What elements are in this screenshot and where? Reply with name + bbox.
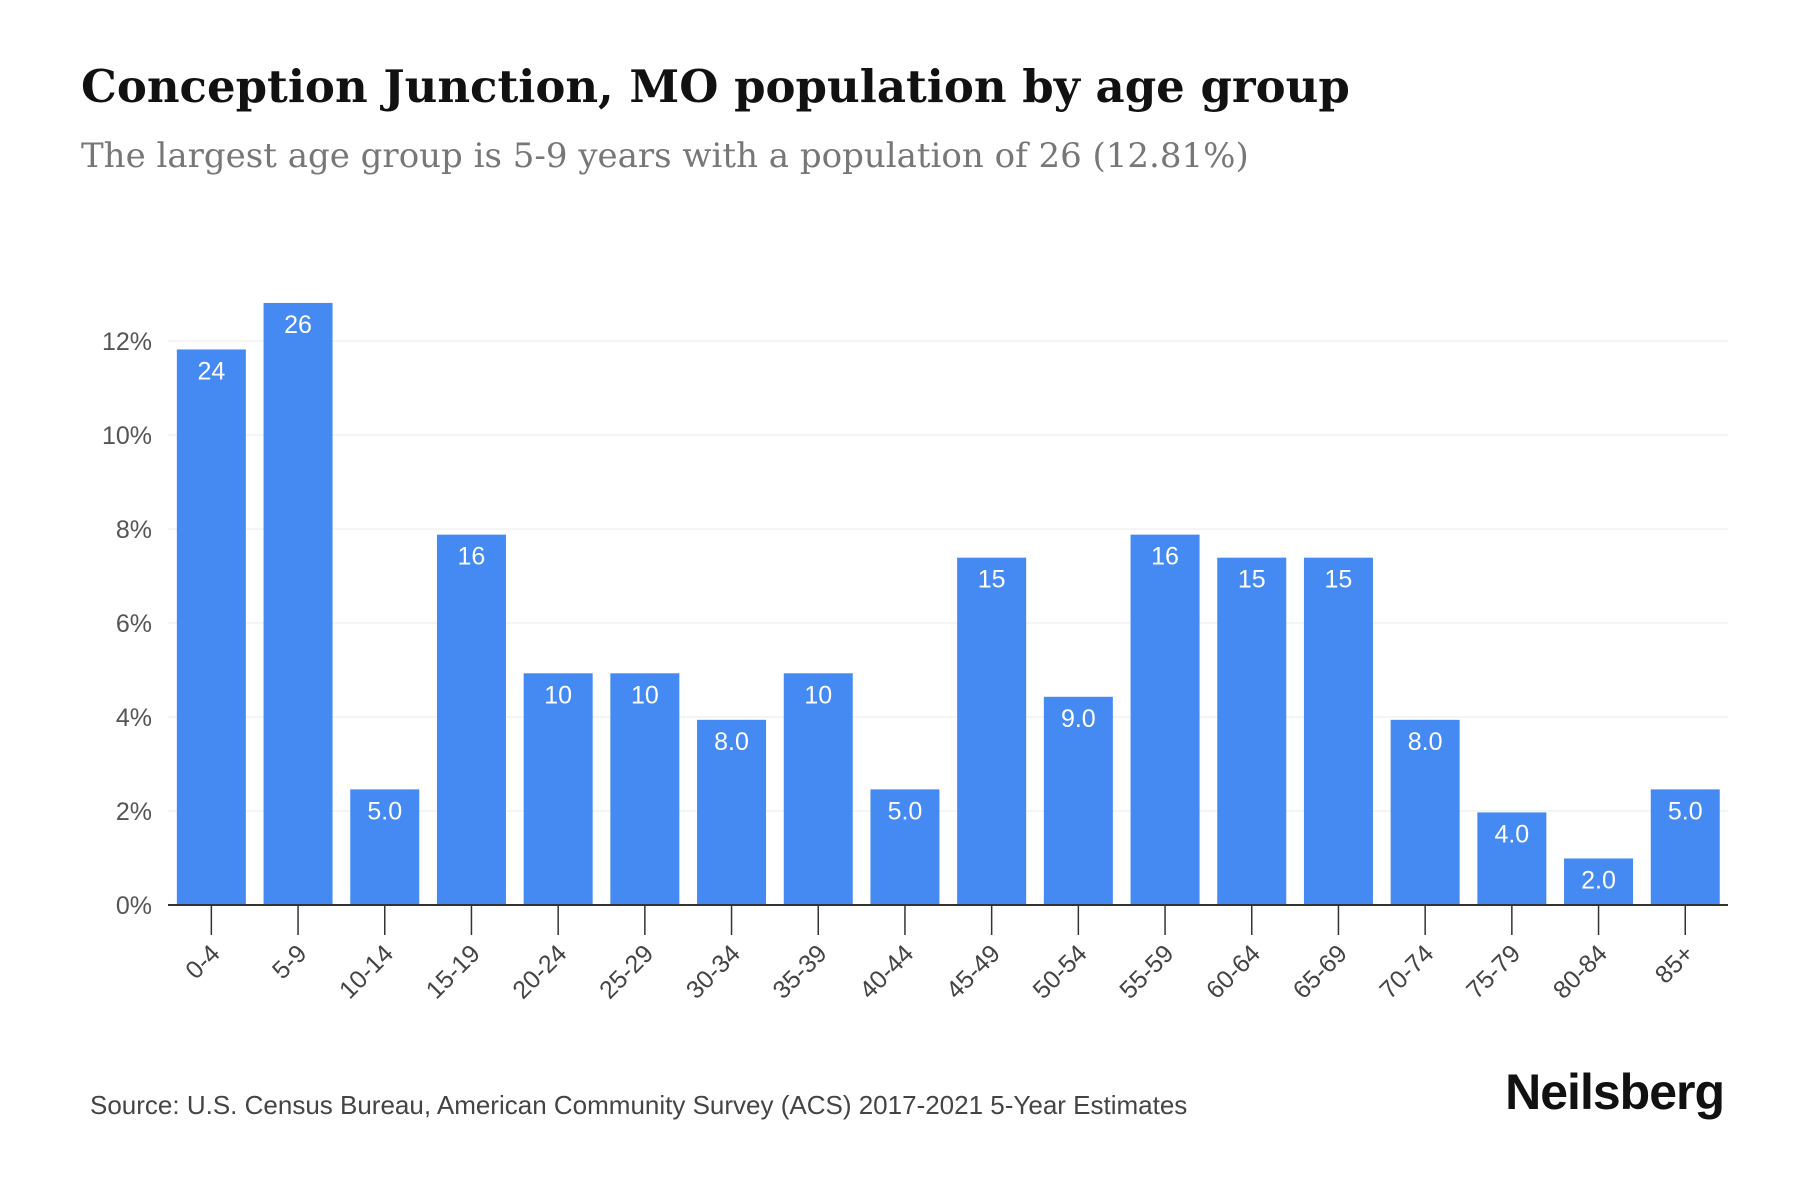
brand-logo: Neilsberg	[1505, 1064, 1725, 1120]
bar-value-label: 5.0	[1668, 797, 1703, 825]
x-tick-label: 55-59	[1114, 939, 1179, 1004]
bar	[176, 349, 246, 906]
chart-title: Conception Junction, MO population by ag…	[81, 60, 1350, 113]
y-tick-label: 4%	[116, 704, 152, 732]
bar	[870, 789, 940, 905]
bar-value-label: 8.0	[1408, 728, 1443, 756]
x-tick-label: 45-49	[941, 939, 1006, 1004]
bar	[1217, 557, 1287, 905]
x-tick-label: 5-9	[267, 939, 312, 984]
bar-value-label: 4.0	[1494, 820, 1529, 848]
x-tick-label: 10-14	[334, 939, 399, 1004]
bar	[263, 302, 333, 905]
bar-value-label: 9.0	[1061, 705, 1096, 733]
bar	[350, 789, 420, 905]
bar	[1043, 696, 1113, 905]
bar	[1650, 789, 1720, 905]
source-note: Source: U.S. Census Bureau, American Com…	[90, 1090, 1188, 1120]
bar-value-label: 10	[804, 681, 832, 709]
bar	[1390, 719, 1460, 905]
bar-value-label: 10	[544, 681, 572, 709]
bar	[436, 534, 506, 905]
x-tick-label: 0-4	[180, 939, 225, 984]
bar-value-label: 2.0	[1581, 866, 1616, 894]
y-tick-label: 10%	[102, 422, 152, 450]
x-tick-label: 25-29	[594, 939, 659, 1004]
bar-value-label: 24	[197, 357, 225, 385]
bars	[176, 302, 1720, 906]
y-tick-label: 0%	[116, 892, 152, 920]
x-tick-label: 30-34	[681, 939, 746, 1004]
y-tick-label: 6%	[116, 610, 152, 638]
chart-subtitle: The largest age group is 5-9 years with …	[81, 136, 1249, 176]
bar-value-label: 5.0	[888, 797, 923, 825]
y-tick-label: 2%	[116, 798, 152, 826]
bar	[697, 719, 767, 905]
x-axis-ticks: 0-4 5-9 10-14 15-19 20-24 25-29 30-34 35-39 40-4…	[180, 905, 1699, 1004]
x-tick-label: 40-44	[854, 939, 919, 1004]
x-tick-label: 75-79	[1461, 939, 1526, 1004]
bar	[957, 557, 1027, 905]
bar	[1130, 534, 1200, 905]
bar	[1477, 812, 1547, 905]
bar	[610, 673, 680, 905]
x-tick-label: 35-39	[767, 939, 832, 1004]
x-tick-label: 65-69	[1288, 939, 1353, 1004]
data-labels: 24 26 5.0 16 10 10 8.0 10 5.0 15 9.0 16 15 15 8.0 4.0 2.…	[197, 311, 1702, 895]
x-tick-label: 15-19	[421, 939, 486, 1004]
bar-value-label: 15	[1238, 566, 1266, 594]
x-tick-label: 20-24	[507, 939, 572, 1004]
bar	[1303, 557, 1373, 905]
bar-value-label: 15	[978, 566, 1006, 594]
bar	[1564, 858, 1634, 905]
bar	[783, 673, 853, 905]
bar-value-label: 10	[631, 681, 659, 709]
x-tick-label: 80-84	[1548, 939, 1613, 1004]
y-tick-label: 8%	[116, 516, 152, 544]
x-tick-label: 70-74	[1374, 939, 1439, 1004]
gridlines	[168, 340, 1728, 812]
x-tick-label: 50-54	[1028, 939, 1093, 1004]
y-tick-label: 12%	[102, 328, 152, 356]
bar-value-label: 16	[458, 543, 486, 571]
y-axis-ticks: 0% 2% 4% 6% 8% 10% 12%	[102, 328, 152, 920]
bar-value-label: 5.0	[367, 797, 402, 825]
bar	[523, 673, 593, 905]
bar-value-label: 26	[284, 311, 312, 339]
x-tick-label: 85+	[1650, 939, 1700, 989]
bar-value-label: 16	[1151, 543, 1179, 571]
bar-value-label: 15	[1325, 566, 1353, 594]
bar-value-label: 8.0	[714, 728, 749, 756]
x-tick-label: 60-64	[1201, 939, 1266, 1004]
